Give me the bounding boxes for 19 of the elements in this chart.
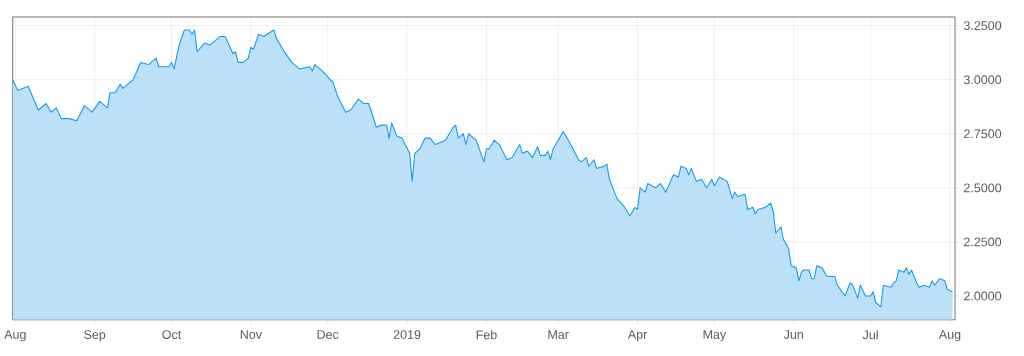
x-tick-label: 2019 <box>393 330 421 340</box>
x-tick-label: Mar <box>548 330 569 339</box>
y-tick-label: 2.0000 <box>964 291 1002 301</box>
y-tick-label: 3.2500 <box>963 21 1002 31</box>
x-tick-label: Oct <box>162 330 182 340</box>
x-tick-label: Jul <box>862 330 878 340</box>
x-tick-label: Aug <box>938 330 961 342</box>
y-tick-label: 3.0000 <box>963 75 1002 85</box>
x-tick-label: Nov <box>240 330 262 339</box>
x-tick-label: Feb <box>476 330 497 340</box>
x-tick-label: Dec <box>317 330 339 339</box>
y-tick-label: 2.7500 <box>964 129 1002 139</box>
x-tick-label: Sep <box>84 330 106 342</box>
y-tick-label: 2.2500 <box>964 237 1002 247</box>
x-tick-label: Apr <box>627 330 648 342</box>
x-tick-label: Jun <box>783 330 803 339</box>
y-tick-label: 2.5000 <box>964 183 1002 193</box>
x-tick-label: May <box>703 330 727 342</box>
x-tick-label: Aug <box>4 330 26 342</box>
